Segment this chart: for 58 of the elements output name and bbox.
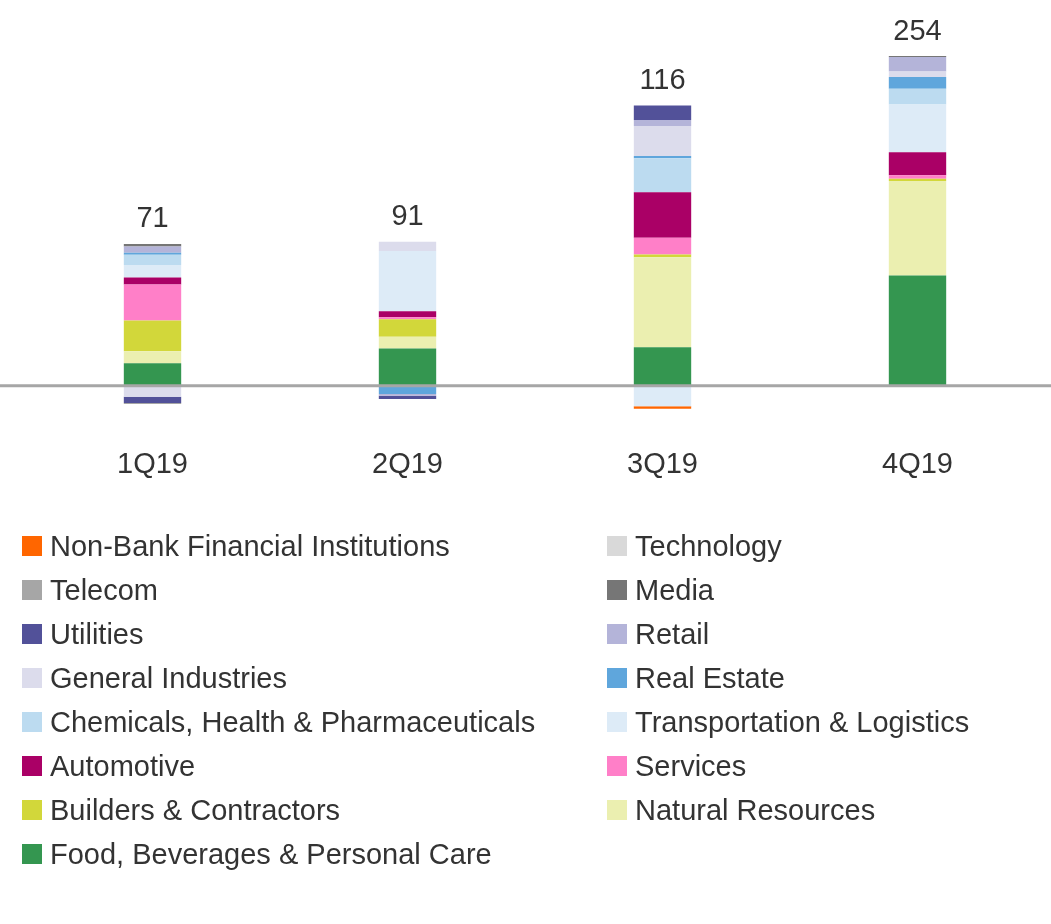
annotation: 116 — [639, 62, 686, 95]
bar — [378, 348, 437, 386]
legend-label: Food, Beverages & Personal Care — [50, 837, 492, 871]
bar — [888, 56, 947, 72]
legend-label: Utilities — [50, 617, 144, 651]
x-tick-label: 4Q19 — [882, 446, 953, 479]
legend-label: Technology — [635, 529, 782, 563]
x-tick-label: 2Q19 — [372, 446, 443, 479]
bar — [633, 158, 692, 193]
legend-label: General Industries — [50, 661, 287, 695]
legend-label: Retail — [635, 617, 710, 651]
legend-label: Builders & Contractors — [50, 793, 341, 827]
bar — [633, 406, 692, 409]
legend-label: Real Estate — [635, 661, 785, 695]
bar — [888, 104, 947, 153]
bar — [123, 396, 182, 403]
bar — [123, 351, 182, 364]
bar — [888, 88, 947, 105]
bar — [888, 152, 947, 176]
legend-label: Non-Bank Financial Institutions — [50, 529, 450, 563]
bar — [123, 243, 182, 247]
bar — [633, 385, 692, 407]
x-tick-label: 1Q19 — [117, 446, 188, 479]
bar — [123, 246, 182, 253]
x-tick-label: 3Q19 — [627, 446, 698, 479]
bar — [378, 336, 437, 349]
annotation: 71 — [136, 201, 169, 234]
bar — [633, 257, 692, 348]
annotation: 254 — [893, 13, 942, 46]
bar — [888, 77, 947, 89]
annotation: 91 — [391, 199, 424, 232]
bar — [633, 119, 692, 126]
bar — [123, 363, 182, 386]
legend-label: Services — [635, 749, 747, 783]
bar — [123, 277, 182, 285]
bar — [123, 265, 182, 278]
bar — [633, 105, 692, 120]
legend-label: Transportation & Logistics — [635, 705, 970, 739]
bar — [888, 275, 947, 386]
bar — [888, 71, 947, 78]
bar — [378, 319, 437, 337]
bar — [123, 385, 182, 397]
bar — [378, 250, 437, 312]
bar — [123, 254, 182, 266]
legend-label: Automotive — [50, 749, 196, 783]
bar — [633, 192, 692, 238]
bar — [633, 237, 692, 255]
bar — [123, 284, 182, 321]
bar — [633, 347, 692, 386]
legend-label: Telecom — [50, 573, 158, 607]
bar — [378, 241, 437, 251]
legend-label: Chemicals, Health & Pharmaceuticals — [50, 705, 536, 739]
bar — [378, 311, 437, 318]
legend-label: Natural Resources — [635, 793, 876, 827]
legend-label: Media — [635, 573, 714, 607]
bar — [123, 320, 182, 352]
bar — [888, 180, 947, 276]
bar — [633, 125, 692, 156]
